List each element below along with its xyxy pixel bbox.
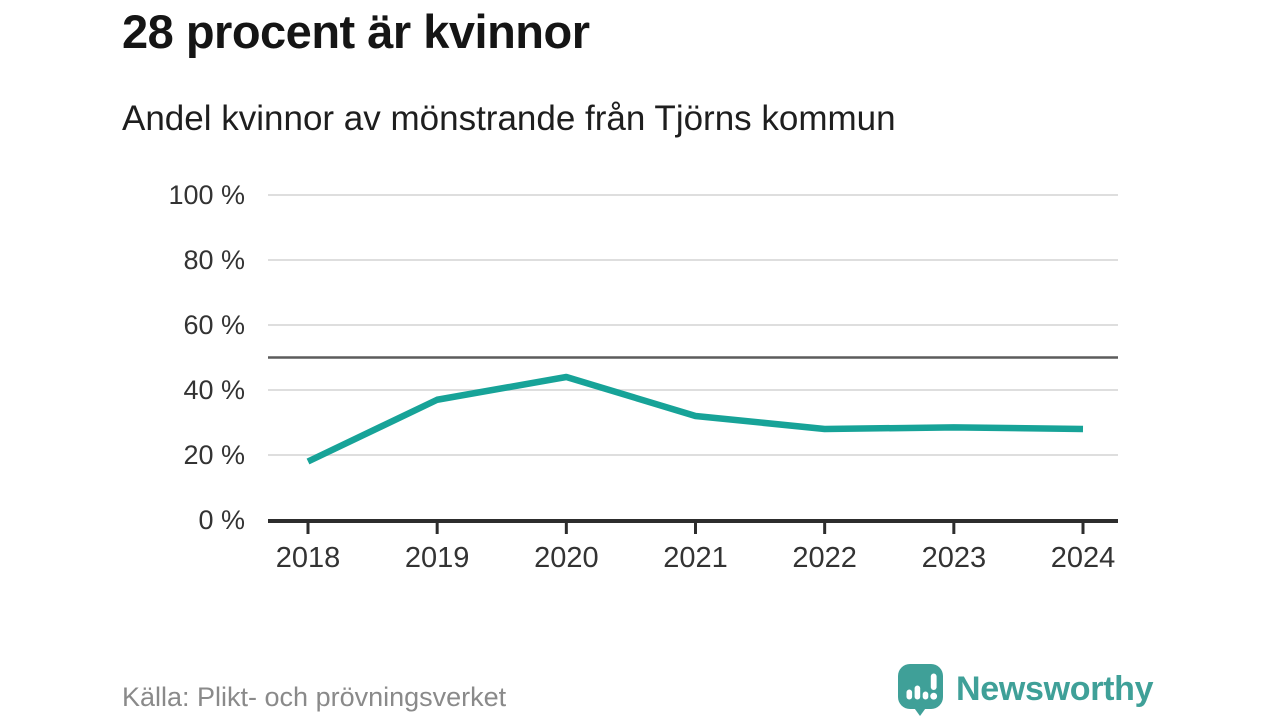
x-axis-tick-label: 2023 [922,542,987,574]
data-line [306,373,1084,465]
logo-exclamation-dot [930,692,938,700]
x-axis-tick-label: 2020 [534,542,599,574]
y-axis-tick-label: 0 % [198,505,245,535]
y-axis-tick-label: 20 % [183,440,245,470]
y-axis-tick-label: 60 % [183,310,245,340]
x-axis-tick-label: 2021 [663,542,728,574]
y-axis-tick-label: 80 % [183,245,245,275]
y-axis-tick-label: 100 % [168,180,245,210]
newsworthy-logo-text: Newsworthy [956,670,1154,708]
logo-exclamation-stem [930,673,937,690]
x-axis-tick-label: 2019 [405,542,470,574]
newsworthy-logo: Newsworthy [897,663,1154,716]
newsworthy-logo-icon [898,664,943,716]
x-axis-tick-label: 2024 [1051,542,1116,574]
logo-bar-2 [914,685,921,700]
chart-title: 28 procent är kvinnor [122,5,590,58]
y-axis-tick-label: 40 % [183,375,245,405]
x-axis-tick-label: 2022 [792,542,857,574]
logo-bar-1 [906,689,913,700]
source-note: Källa: Plikt- och prövningsverket [122,682,507,712]
logo-bar-3 [922,691,929,700]
x-axis-tick-label: 2018 [276,542,341,574]
chart-subtitle: Andel kvinnor av mönstrande från Tjörns … [122,99,896,138]
